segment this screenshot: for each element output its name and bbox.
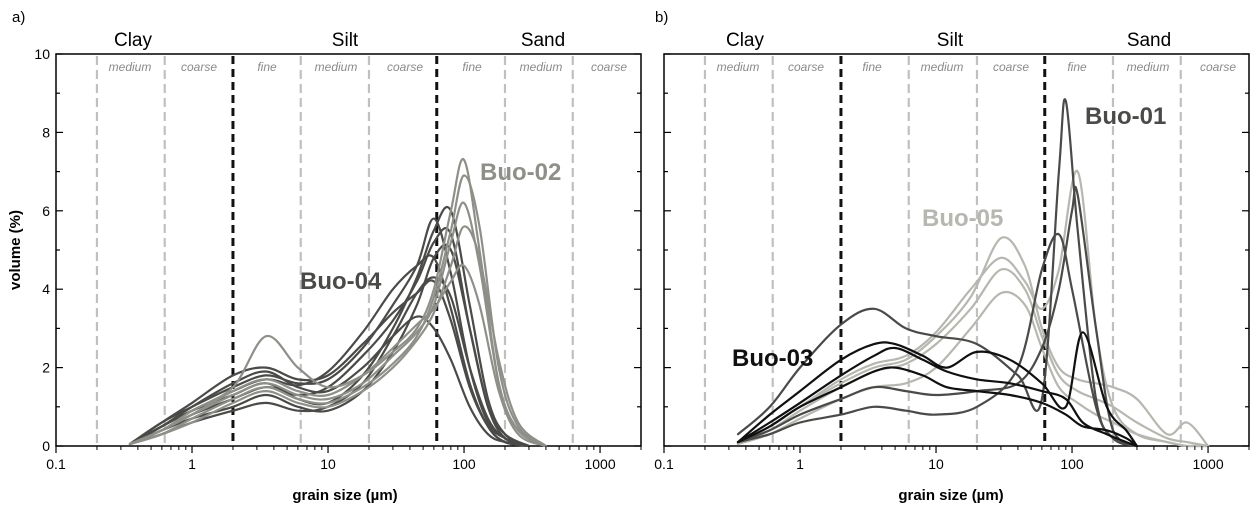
- panel-label-a: a): [12, 9, 25, 26]
- series-line-buo-04: [128, 315, 530, 448]
- series-line-buo-02: [128, 158, 547, 448]
- y-tick-label: 4: [42, 281, 50, 297]
- annotation-buo-02: Buo-02: [480, 159, 561, 186]
- curves-b: [736, 98, 1210, 448]
- x-tick-label: 0.1: [654, 456, 674, 472]
- y-tick-label: 2: [42, 360, 50, 376]
- annotation-buo-04: Buo-04: [300, 268, 382, 295]
- x-tick-label: 0.1: [46, 456, 66, 472]
- series-line-buo-03: [736, 366, 1138, 448]
- x-axis-title-a: grain size (µm): [292, 487, 397, 504]
- annotation-buo-01: Buo-01: [1085, 103, 1166, 130]
- x-tick-label: 100: [452, 456, 476, 472]
- x-axis-title-b: grain size (µm): [898, 487, 1003, 504]
- x-tick-label: 1: [188, 456, 196, 472]
- class-header-clay-a: Clay: [114, 30, 153, 51]
- x-tick-label: 10: [928, 456, 944, 472]
- sub-label-sand-fine-b: fine: [1067, 60, 1087, 74]
- panel-b: b) 0.1 1 10 100 1000 Clay Silt Sand medium c…: [654, 9, 1250, 504]
- y-tick-label: 8: [42, 124, 50, 140]
- class-header-sand-b: Sand: [1127, 30, 1171, 51]
- y-tick-label: 10: [34, 46, 50, 62]
- series-line-buo-04: [128, 217, 530, 448]
- series-line-buo-02: [128, 174, 547, 448]
- series-line-buo-02: [128, 225, 547, 448]
- x-tick-label: 10: [320, 456, 336, 472]
- sub-label-silt-medium-a: medium: [315, 60, 358, 74]
- annotation-buo-03: Buo-03: [732, 345, 813, 372]
- y-tick-label: 0: [42, 438, 50, 454]
- y-tick-label: 6: [42, 203, 50, 219]
- x-tick-label: 1: [796, 456, 804, 472]
- series-line-buo-02: [128, 263, 547, 448]
- plot-frame-a: [55, 53, 642, 447]
- sub-label-sand-fine-a: fine: [462, 60, 482, 74]
- sub-label-sand-medium-b: medium: [1127, 60, 1170, 74]
- panel-a: a) 0 2 4 6 8 10 0.1 1 10 100 1000 Clay Silt Sand m…: [7, 9, 642, 504]
- x-tick-label: 1000: [584, 456, 615, 472]
- axis-ticks-a: 0 2 4 6 8 10 0.1 1 10 100 1000: [34, 46, 642, 472]
- series-line-buo-02: [128, 201, 547, 448]
- axis-ticks-b: 0.1 1 10 100 1000: [654, 53, 1250, 472]
- sub-label-clay-coarse-b: coarse: [788, 60, 824, 74]
- series-line-buo-01: [736, 98, 1138, 448]
- sub-label-clay-coarse-a: coarse: [181, 60, 217, 74]
- series-line-buo-01: [736, 232, 1138, 448]
- class-header-sand-a: Sand: [521, 30, 565, 51]
- series-line-buo-04: [128, 276, 530, 448]
- sub-label-silt-medium-b: medium: [921, 60, 964, 74]
- sub-label-silt-fine-b: fine: [862, 60, 882, 74]
- sub-label-sand-coarse-b: coarse: [1200, 60, 1236, 74]
- series-line-buo-05: [736, 236, 1210, 448]
- series-line-buo-01: [736, 185, 1138, 448]
- annotation-buo-05: Buo-05: [922, 205, 1003, 232]
- class-boundaries-b: [703, 56, 1182, 446]
- sub-label-clay-medium-b: medium: [717, 60, 760, 74]
- sub-label-sand-medium-a: medium: [520, 60, 563, 74]
- class-header-silt-b: Silt: [937, 30, 964, 51]
- curves-a: [128, 158, 547, 448]
- class-header-clay-b: Clay: [726, 30, 765, 51]
- sub-label-silt-coarse-b: coarse: [993, 60, 1029, 74]
- series-line-buo-03: [736, 331, 1138, 448]
- series-line-buo-04: [128, 279, 530, 448]
- y-axis-title-a: volume (%): [7, 210, 24, 290]
- x-tick-label: 100: [1060, 456, 1084, 472]
- sub-label-silt-coarse-a: coarse: [387, 60, 423, 74]
- class-header-silt-a: Silt: [332, 30, 359, 51]
- panel-label-b: b): [655, 9, 668, 26]
- sub-label-clay-medium-a: medium: [109, 60, 152, 74]
- sub-label-silt-fine-a: fine: [257, 60, 277, 74]
- x-tick-label: 1000: [1192, 456, 1223, 472]
- sub-label-sand-coarse-a: coarse: [591, 60, 627, 74]
